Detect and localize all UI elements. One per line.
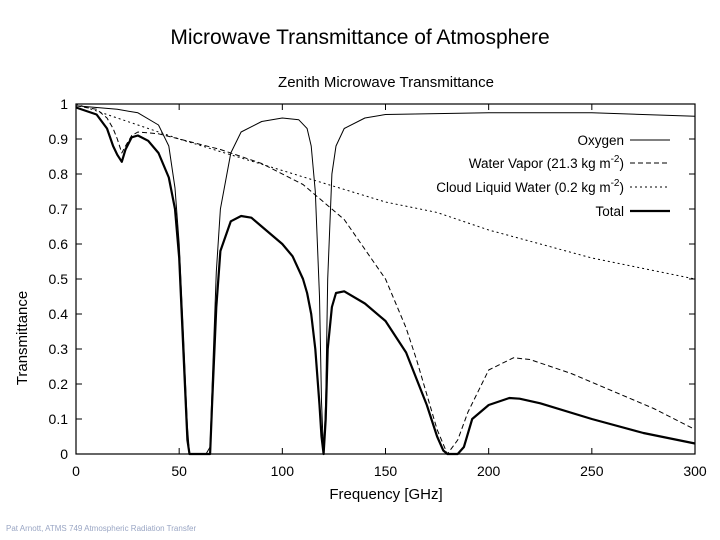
x-tick-label: 0 (72, 463, 80, 479)
y-tick-label: 0.2 (49, 376, 69, 392)
legend-label-cloud-liquid-water-0-2-kg-m-2: Cloud Liquid Water (0.2 kg m-2) (436, 178, 624, 195)
legend-label-oxygen: Oxygen (577, 133, 624, 148)
series-line-water-vapor-21-3-kg-m-2 (75, 105, 696, 455)
chart-title: Zenith Microwave Transmittance (278, 74, 494, 91)
axis-ticks: 0 50 100 150 200 250 300 0 0.1 0.2 0.3 0.4 0.5 0.6 0.7… (49, 96, 707, 479)
y-axis-label: Transmittance (14, 291, 31, 385)
y-tick-label: 1 (60, 96, 68, 112)
legend-label-water-vapor-21-3-kg-m-2: Water Vapor (21.3 kg m-2) (469, 154, 624, 171)
y-tick-label: 0.9 (49, 131, 69, 147)
y-tick-label: 0.8 (49, 166, 69, 182)
y-tick-label: 0.6 (49, 236, 69, 252)
legend: Oxygen Water Vapor (21.3 kg m-2) Cloud Liq… (436, 133, 670, 219)
slide-title: Microwave Transmittance of Atmosphere (170, 26, 550, 49)
y-tick-label: 0.3 (49, 341, 69, 357)
legend-label-total: Total (595, 204, 624, 219)
y-tick-label: 0.5 (49, 271, 69, 287)
y-tick-label: 0 (60, 446, 68, 462)
y-tick-label: 0.4 (49, 306, 69, 322)
x-tick-label: 50 (171, 463, 187, 479)
series-lines (75, 103, 696, 456)
series-line-oxygen (75, 105, 696, 455)
x-tick-label: 150 (374, 463, 398, 479)
y-tick-label: 0.1 (49, 411, 69, 427)
y-tick-label: 0.7 (49, 201, 69, 217)
x-tick-label: 100 (271, 463, 295, 479)
x-tick-label: 250 (580, 463, 604, 479)
x-tick-label: 300 (683, 463, 707, 479)
x-axis-label: Frequency [GHz] (329, 486, 442, 503)
transmittance-chart: Zenith Microwave Transmittance 0 50 100 150… (14, 74, 707, 503)
series-line-total (75, 106, 696, 456)
x-tick-label: 200 (477, 463, 501, 479)
slide-footer: Pat Arnott, ATMS 749 Atmospheric Radiati… (6, 524, 197, 533)
